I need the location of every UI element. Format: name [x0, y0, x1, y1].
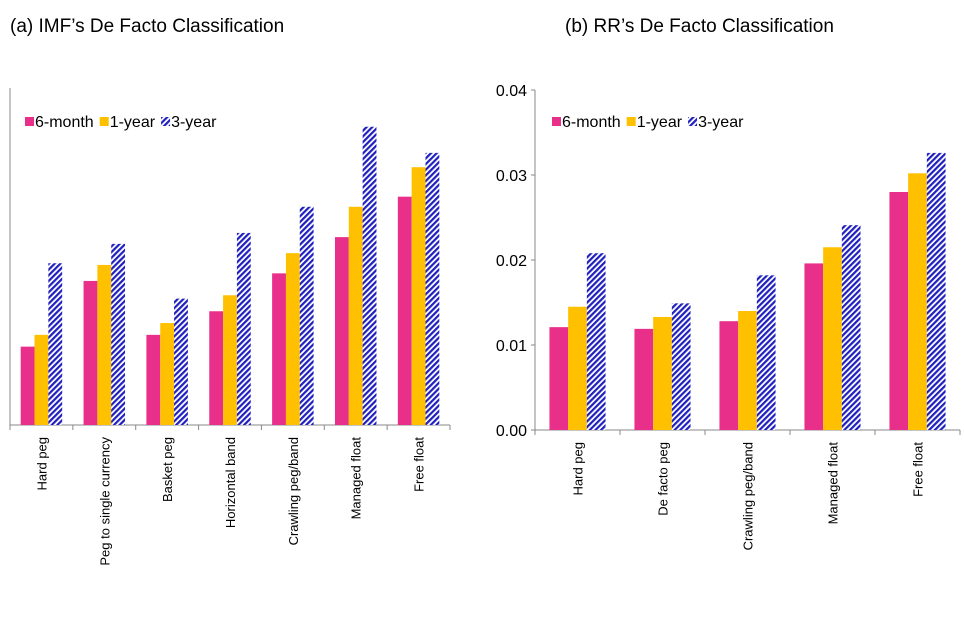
x-tick-label: Peg to single currency [97, 437, 112, 566]
bar [756, 275, 776, 430]
bar [411, 167, 426, 425]
legend-swatch [688, 117, 698, 126]
bar [823, 247, 842, 430]
bar [285, 253, 300, 425]
bar [97, 264, 112, 425]
bar [908, 173, 927, 431]
bar [348, 206, 363, 425]
x-tick-label: Free float [412, 437, 427, 492]
bar [160, 323, 175, 425]
x-tick-label: Horizontal band [223, 437, 238, 528]
bar [334, 237, 349, 425]
x-tick-label: Free float [911, 442, 926, 497]
bar [425, 152, 440, 425]
bar [804, 263, 824, 430]
legend-swatch [552, 117, 561, 126]
bar [549, 327, 569, 430]
x-tick-label: De facto peg [656, 442, 671, 516]
legend-label: 6-month [35, 114, 94, 131]
legend-label: 1-year [110, 114, 156, 131]
x-tick-label: Crawling peg/band [741, 442, 756, 550]
legend-swatch [626, 117, 636, 126]
legend-label: 3-year [171, 114, 217, 131]
bar [719, 321, 739, 430]
chart-title: (a) IMF’s De Facto Classification [10, 16, 284, 37]
bar [738, 311, 757, 430]
bar [111, 243, 126, 425]
y-tick-label: 0.04 [496, 83, 527, 100]
bar [223, 295, 237, 425]
y-tick-label: 0.03 [496, 168, 527, 185]
bar [926, 152, 946, 430]
legend-swatch [161, 117, 171, 126]
bar [20, 346, 35, 425]
bar [299, 206, 314, 425]
bar [209, 311, 224, 425]
x-tick-label: Hard peg [34, 437, 49, 490]
bar [83, 280, 98, 425]
bar [397, 196, 412, 425]
legend-label: 3-year [698, 114, 744, 131]
bar [653, 316, 672, 430]
x-tick-label: Basket peg [160, 437, 175, 502]
legend-swatch [25, 117, 34, 126]
bar [174, 298, 188, 425]
x-tick-label: Crawling peg/band [286, 437, 301, 545]
bar [236, 232, 251, 425]
bar [34, 334, 49, 425]
x-tick-label: Managed float [826, 442, 841, 525]
chart-title: (b) RR’s De Facto Classification [565, 16, 834, 37]
y-tick-label: 0.01 [496, 338, 527, 355]
legend-label: 1-year [637, 114, 683, 131]
bar [841, 225, 861, 430]
y-tick-label: 0.02 [496, 253, 527, 270]
y-tick-label: 0.00 [496, 423, 527, 440]
bar [634, 328, 654, 430]
x-tick-label: Hard peg [571, 442, 586, 495]
bar [671, 303, 691, 430]
bar [586, 253, 606, 430]
bar [146, 334, 161, 425]
legend-swatch [99, 117, 109, 126]
x-tick-label: Managed float [349, 437, 364, 520]
bar [272, 273, 286, 425]
legend-label: 6-month [562, 114, 621, 131]
bar [889, 192, 909, 430]
bar [362, 126, 377, 425]
bar [568, 306, 587, 430]
bar [48, 263, 63, 425]
